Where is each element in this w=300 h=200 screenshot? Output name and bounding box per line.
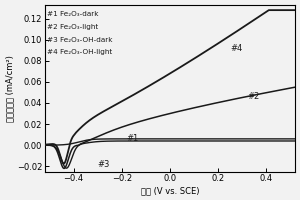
Text: #1 Fe₂O₃-dark: #1 Fe₂O₃-dark [47, 11, 99, 17]
Text: #2 Fe₂O₃-light: #2 Fe₂O₃-light [47, 24, 98, 30]
Text: #3 Fe₂O₃-OH-dark: #3 Fe₂O₃-OH-dark [47, 37, 113, 43]
Text: #1: #1 [127, 134, 139, 143]
Text: #4: #4 [230, 44, 242, 53]
Y-axis label: 光电流密度 (mA/cm²): 光电流密度 (mA/cm²) [5, 55, 14, 122]
Text: #4 Fe₂O₃-OH-light: #4 Fe₂O₃-OH-light [47, 49, 112, 55]
Text: #2: #2 [247, 92, 259, 101]
X-axis label: 电位 (V vs. SCE): 电位 (V vs. SCE) [141, 186, 199, 195]
Text: #3: #3 [98, 160, 110, 169]
